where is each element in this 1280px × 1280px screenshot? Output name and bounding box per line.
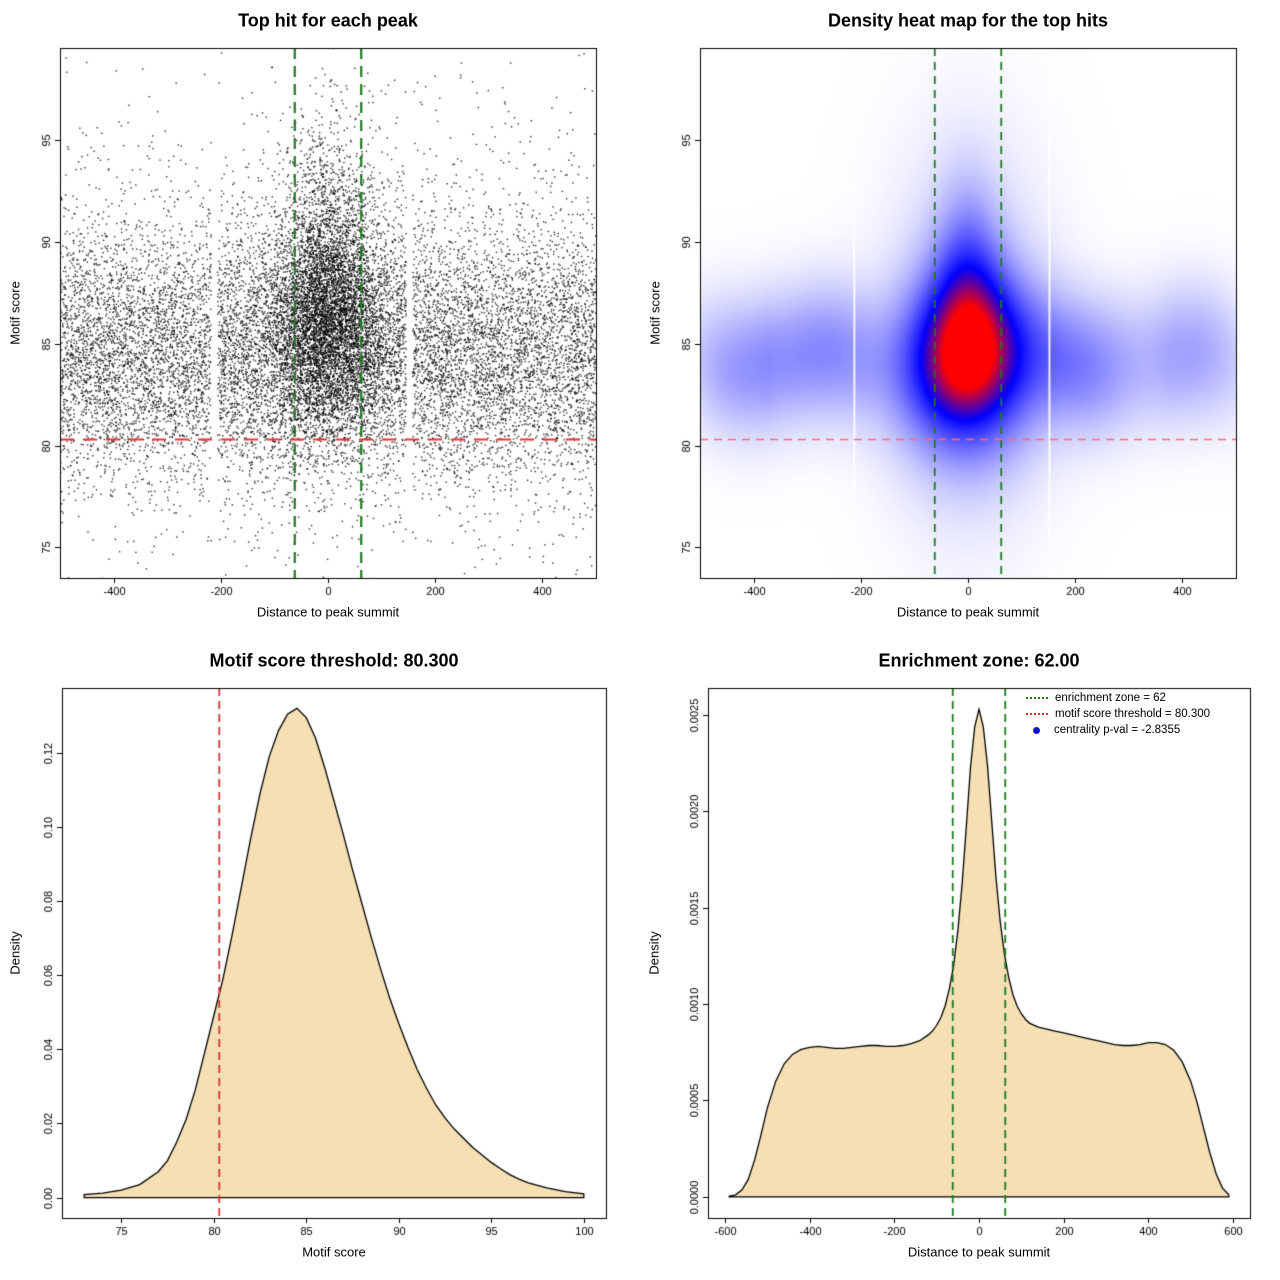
legend: enrichment zone = 62 motif score thresho… [1026, 690, 1210, 738]
panel-motif-score-density: Motif score threshold: 80.300 Motif scor… [0, 640, 640, 1280]
panel-enrichment-zone-density: Enrichment zone: 62.00 Distance to peak … [640, 640, 1280, 1280]
y-axis-label-heatmap: Motif score [647, 281, 663, 345]
panel-title-scatter: Top hit for each peak [238, 10, 418, 31]
blue-dot-icon [1033, 726, 1040, 734]
legend-label-centrality-pval: centrality p-val = -2.8355 [1054, 724, 1181, 736]
x-axis-label-heatmap: Distance to peak summit [896, 604, 1040, 620]
scatter-plot-canvas [0, 0, 640, 640]
panel-top-hits-scatter: Top hit for each peak Distance to peak s… [0, 0, 640, 640]
legend-item-centrality-pval: centrality p-val = -2.8355 [1026, 722, 1210, 738]
panel-density-heatmap: Density heat map for the top hits Distan… [640, 0, 1280, 640]
x-axis-label-enrichment: Distance to peak summit [907, 1244, 1051, 1260]
panel-title-heatmap: Density heat map for the top hits [827, 10, 1109, 31]
legend-label-enrichment-zone: enrichment zone = 62 [1055, 692, 1166, 704]
distance-density-plot-canvas [640, 640, 1280, 1280]
legend-label-score-threshold: motif score threshold = 80.300 [1055, 708, 1211, 720]
y-axis-label-enrichment: Density [646, 931, 662, 975]
x-axis-label-score-density: Motif score [302, 1244, 366, 1260]
legend-item-enrichment-zone: enrichment zone = 62 [1026, 690, 1210, 706]
legend-item-score-threshold: motif score threshold = 80.300 [1026, 706, 1210, 722]
x-axis-label-scatter: Distance to peak summit [256, 604, 400, 620]
panel-title-enrichment: Enrichment zone: 62.00 [878, 650, 1080, 671]
y-axis-label-scatter: Motif score [7, 281, 23, 345]
score-density-plot-canvas [0, 640, 640, 1280]
green-dotted-line-icon [1026, 697, 1048, 699]
red-dotted-line-icon [1026, 713, 1048, 715]
y-axis-label-score-density: Density [7, 931, 23, 975]
heatmap-plot-canvas [640, 0, 1280, 640]
panel-title-score-density: Motif score threshold: 80.300 [209, 650, 459, 671]
